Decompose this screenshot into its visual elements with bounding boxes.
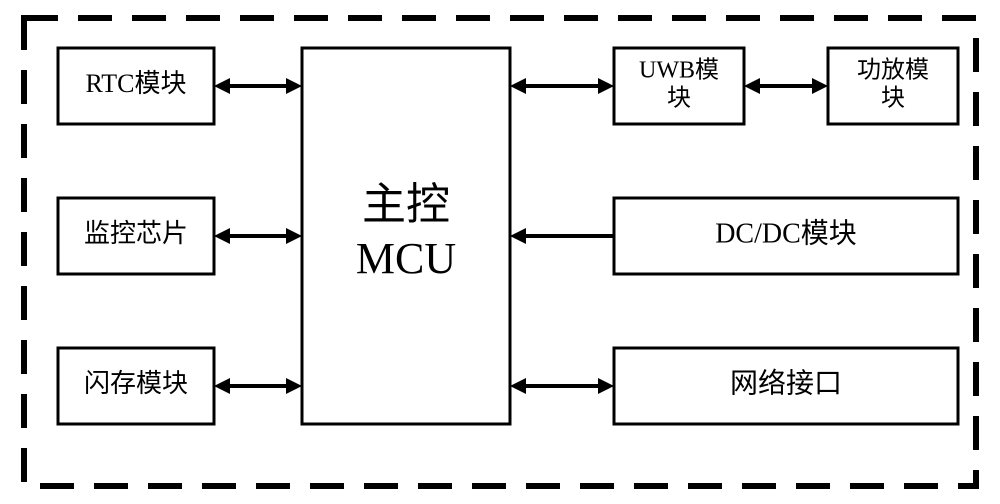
box-uwb: UWB模块 [614, 48, 744, 124]
box-rtc-label: RTC模块 [85, 69, 186, 98]
box-pa: 功放模块 [828, 48, 958, 124]
box-monitor: 监控芯片 [58, 198, 214, 274]
box-pa-label: 块 [881, 85, 905, 112]
box-net-label: 网络接口 [730, 367, 842, 399]
box-flash: 闪存模块 [58, 348, 214, 424]
block-diagram: RTC模块监控芯片闪存模块主控MCUUWB模块功放模块DC/DC模块网络接口 [0, 0, 1000, 504]
box-mcu-label: 主控 [362, 180, 450, 229]
box-pa-label: 功放模 [857, 57, 929, 84]
box-uwb-label: 块 [667, 85, 691, 112]
box-rtc: RTC模块 [58, 48, 214, 124]
box-uwb-label: UWB模 [639, 57, 719, 84]
box-monitor-label: 监控芯片 [84, 219, 188, 248]
box-dcdc: DC/DC模块 [614, 198, 958, 274]
box-flash-label: 闪存模块 [84, 369, 188, 398]
box-mcu-label: MCU [356, 234, 456, 283]
box-mcu: 主控 MCU [302, 48, 510, 424]
box-dcdc-label: DC/DC模块 [715, 217, 857, 249]
box-net: 网络接口 [614, 348, 958, 424]
